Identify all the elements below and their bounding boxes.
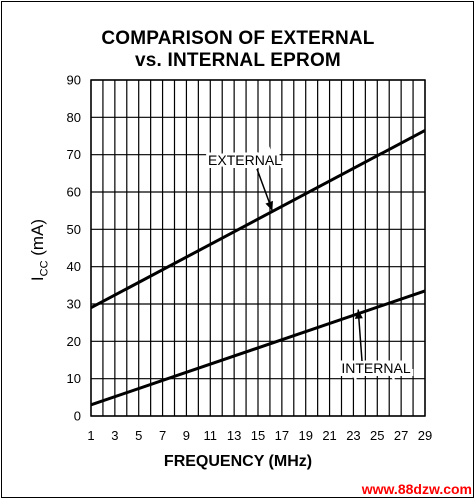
y-tick-label: 20 xyxy=(67,334,81,349)
annotation-arrowhead-external xyxy=(265,200,273,211)
chart-subtitle: vs. INTERNAL EPROM xyxy=(135,50,341,71)
y-tick-label: 0 xyxy=(74,409,81,424)
y-tick-label: 30 xyxy=(67,297,81,312)
x-axis-label: FREQUENCY (MHz) xyxy=(163,453,313,470)
x-tick-label: 21 xyxy=(322,428,336,443)
y-tick-label: 40 xyxy=(67,259,81,274)
chart-title: COMPARISON OF EXTERNAL xyxy=(101,28,375,49)
series-line-external xyxy=(90,129,426,310)
x-tick-label: 1 xyxy=(87,428,94,443)
y-tick-label: 80 xyxy=(67,110,81,125)
y-axis-label: ICC (mA) xyxy=(28,190,50,310)
y-tick-label: 60 xyxy=(67,185,81,200)
annotation-label-external: EXTERNAL xyxy=(208,152,282,168)
x-tick-label: 7 xyxy=(159,428,166,443)
y-axis-label-unit: (mA) xyxy=(28,218,47,261)
x-tick-label: 13 xyxy=(227,428,241,443)
x-tick-label: 11 xyxy=(204,428,218,443)
x-tick-label: 15 xyxy=(251,428,265,443)
x-tick-label: 5 xyxy=(135,428,142,443)
y-axis-label-sub: CC xyxy=(38,260,51,277)
x-tick-label: 17 xyxy=(275,428,289,443)
annotation-label-internal: INTERNAL xyxy=(341,360,410,376)
x-tick-label: 29 xyxy=(418,428,432,443)
series-line-internal xyxy=(90,289,426,407)
annotation-arrowhead-internal xyxy=(354,309,363,319)
watermark: www.88dzw.com xyxy=(361,481,472,497)
x-tick-label: 23 xyxy=(346,428,360,443)
y-tick-label: 70 xyxy=(67,147,81,162)
x-tick-label: 27 xyxy=(394,428,408,443)
plot-border xyxy=(90,79,426,417)
y-tick-label: 10 xyxy=(67,371,81,386)
x-tick-label: 3 xyxy=(111,428,118,443)
y-axis-label-main: I xyxy=(28,276,47,282)
x-tick-label: 25 xyxy=(370,428,384,443)
x-tick-label: 9 xyxy=(183,428,190,443)
x-tick-label: 19 xyxy=(298,428,312,443)
y-tick-label: 50 xyxy=(67,222,81,237)
y-tick-label: 90 xyxy=(67,73,81,88)
